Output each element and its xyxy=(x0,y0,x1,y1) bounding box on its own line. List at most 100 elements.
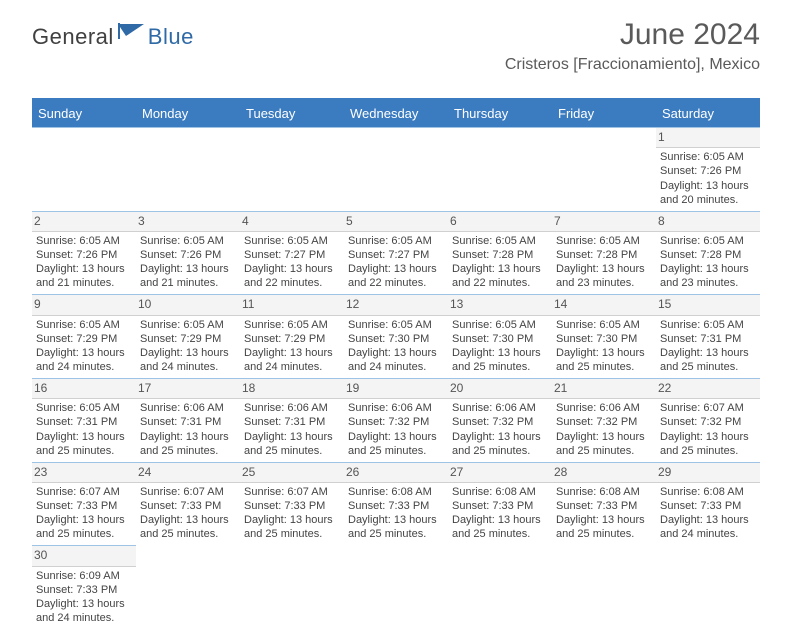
sunset-text: Sunset: 7:31 PM xyxy=(660,332,756,346)
day-number: 2 xyxy=(32,212,136,232)
day-info: Sunrise: 6:05 AMSunset: 7:26 PMDaylight:… xyxy=(660,150,756,206)
day-cell: 29Sunrise: 6:08 AMSunset: 7:33 PMDayligh… xyxy=(656,462,760,546)
day-info: Sunrise: 6:06 AMSunset: 7:32 PMDaylight:… xyxy=(452,401,548,457)
sunset-text: Sunset: 7:29 PM xyxy=(36,332,132,346)
sunrise-text: Sunrise: 6:05 AM xyxy=(660,234,756,248)
day-cell: 9Sunrise: 6:05 AMSunset: 7:29 PMDaylight… xyxy=(32,294,136,378)
daylight-text: Daylight: 13 hours and 24 minutes. xyxy=(660,513,756,541)
daylight-text: Daylight: 13 hours and 25 minutes. xyxy=(556,430,652,458)
day-number: 16 xyxy=(32,379,136,399)
sunrise-text: Sunrise: 6:05 AM xyxy=(452,318,548,332)
daylight-text: Daylight: 13 hours and 23 minutes. xyxy=(660,262,756,290)
brand-flag-icon xyxy=(116,22,146,50)
sunrise-text: Sunrise: 6:05 AM xyxy=(140,234,236,248)
empty-cell xyxy=(136,127,240,211)
daylight-text: Daylight: 13 hours and 21 minutes. xyxy=(36,262,132,290)
daylight-text: Daylight: 13 hours and 25 minutes. xyxy=(140,430,236,458)
sunset-text: Sunset: 7:32 PM xyxy=(556,415,652,429)
sunrise-text: Sunrise: 6:06 AM xyxy=(244,401,340,415)
day-number: 8 xyxy=(656,212,760,232)
day-cell: 24Sunrise: 6:07 AMSunset: 7:33 PMDayligh… xyxy=(136,462,240,546)
day-number: 3 xyxy=(136,212,240,232)
day-number: 19 xyxy=(344,379,448,399)
sunset-text: Sunset: 7:29 PM xyxy=(244,332,340,346)
sunrise-text: Sunrise: 6:06 AM xyxy=(452,401,548,415)
day-cell: 2 Sunrise: 6:05 AMSunset: 7:26 PMDaylight… xyxy=(32,211,136,295)
day-number: 23 xyxy=(32,463,136,483)
daylight-text: Daylight: 13 hours and 25 minutes. xyxy=(452,346,548,374)
sunrise-text: Sunrise: 6:05 AM xyxy=(36,234,132,248)
sunset-text: Sunset: 7:31 PM xyxy=(244,415,340,429)
day-cell: 6Sunrise: 6:05 AMSunset: 7:28 PMDaylight… xyxy=(448,211,552,295)
day-number: 24 xyxy=(136,463,240,483)
sunrise-text: Sunrise: 6:09 AM xyxy=(36,569,132,583)
daylight-text: Daylight: 13 hours and 24 minutes. xyxy=(140,346,236,374)
day-cell: 25Sunrise: 6:07 AMSunset: 7:33 PMDayligh… xyxy=(240,462,344,546)
day-number: 9 xyxy=(32,295,136,315)
day-info: Sunrise: 6:07 AMSunset: 7:32 PMDaylight:… xyxy=(660,401,756,457)
sunset-text: Sunset: 7:26 PM xyxy=(36,248,132,262)
day-number: 4 xyxy=(240,212,344,232)
sunset-text: Sunset: 7:30 PM xyxy=(452,332,548,346)
day-info: Sunrise: 6:09 AMSunset: 7:33 PMDaylight:… xyxy=(36,569,132,625)
page: General Blue June 2024 Cristeros [Fracci… xyxy=(32,22,760,629)
day-cell: 18Sunrise: 6:06 AMSunset: 7:31 PMDayligh… xyxy=(240,378,344,462)
sunset-text: Sunset: 7:33 PM xyxy=(36,499,132,513)
day-info: Sunrise: 6:05 AMSunset: 7:29 PMDaylight:… xyxy=(244,318,340,374)
day-number: 12 xyxy=(344,295,448,315)
sunset-text: Sunset: 7:33 PM xyxy=(556,499,652,513)
empty-cell xyxy=(32,127,136,211)
day-number: 11 xyxy=(240,295,344,315)
day-number: 29 xyxy=(656,463,760,483)
day-info: Sunrise: 6:07 AMSunset: 7:33 PMDaylight:… xyxy=(244,485,340,541)
daylight-text: Daylight: 13 hours and 25 minutes. xyxy=(348,513,444,541)
sunrise-text: Sunrise: 6:05 AM xyxy=(660,318,756,332)
sunset-text: Sunset: 7:33 PM xyxy=(140,499,236,513)
day-number: 27 xyxy=(448,463,552,483)
sunrise-text: Sunrise: 6:05 AM xyxy=(660,150,756,164)
sunrise-text: Sunrise: 6:05 AM xyxy=(452,234,548,248)
sunset-text: Sunset: 7:32 PM xyxy=(348,415,444,429)
weekday-header: Friday xyxy=(552,100,656,127)
day-info: Sunrise: 6:05 AMSunset: 7:27 PMDaylight:… xyxy=(348,234,444,290)
day-info: Sunrise: 6:05 AMSunset: 7:28 PMDaylight:… xyxy=(556,234,652,290)
empty-cell xyxy=(240,127,344,211)
day-number: 28 xyxy=(552,463,656,483)
day-cell: 1Sunrise: 6:05 AMSunset: 7:26 PMDaylight… xyxy=(656,127,760,211)
day-cell: 16Sunrise: 6:05 AMSunset: 7:31 PMDayligh… xyxy=(32,378,136,462)
day-cell: 4Sunrise: 6:05 AMSunset: 7:27 PMDaylight… xyxy=(240,211,344,295)
daylight-text: Daylight: 13 hours and 22 minutes. xyxy=(244,262,340,290)
day-info: Sunrise: 6:05 AMSunset: 7:28 PMDaylight:… xyxy=(660,234,756,290)
daylight-text: Daylight: 13 hours and 22 minutes. xyxy=(348,262,444,290)
sunrise-text: Sunrise: 6:08 AM xyxy=(660,485,756,499)
day-info: Sunrise: 6:05 AMSunset: 7:26 PMDaylight:… xyxy=(140,234,236,290)
day-info: Sunrise: 6:05 AMSunset: 7:31 PMDaylight:… xyxy=(660,318,756,374)
sunset-text: Sunset: 7:30 PM xyxy=(556,332,652,346)
day-info: Sunrise: 6:05 AMSunset: 7:30 PMDaylight:… xyxy=(348,318,444,374)
day-cell: 27Sunrise: 6:08 AMSunset: 7:33 PMDayligh… xyxy=(448,462,552,546)
empty-cell xyxy=(344,127,448,211)
daylight-text: Daylight: 13 hours and 25 minutes. xyxy=(556,346,652,374)
day-number: 6 xyxy=(448,212,552,232)
day-cell: 8Sunrise: 6:05 AMSunset: 7:28 PMDaylight… xyxy=(656,211,760,295)
day-info: Sunrise: 6:05 AMSunset: 7:30 PMDaylight:… xyxy=(556,318,652,374)
weekday-header: Sunday xyxy=(32,100,136,127)
daylight-text: Daylight: 13 hours and 25 minutes. xyxy=(348,430,444,458)
weekday-header-row: SundayMondayTuesdayWednesdayThursdayFrid… xyxy=(32,100,760,127)
day-cell: 30Sunrise: 6:09 AMSunset: 7:33 PMDayligh… xyxy=(32,545,136,629)
day-number: 14 xyxy=(552,295,656,315)
day-info: Sunrise: 6:08 AMSunset: 7:33 PMDaylight:… xyxy=(452,485,548,541)
sunset-text: Sunset: 7:31 PM xyxy=(36,415,132,429)
day-number: 7 xyxy=(552,212,656,232)
daylight-text: Daylight: 13 hours and 25 minutes. xyxy=(556,513,652,541)
sunrise-text: Sunrise: 6:07 AM xyxy=(244,485,340,499)
sunset-text: Sunset: 7:28 PM xyxy=(556,248,652,262)
sunrise-text: Sunrise: 6:05 AM xyxy=(348,318,444,332)
sunrise-text: Sunrise: 6:07 AM xyxy=(660,401,756,415)
day-info: Sunrise: 6:05 AMSunset: 7:29 PMDaylight:… xyxy=(140,318,236,374)
sunset-text: Sunset: 7:27 PM xyxy=(244,248,340,262)
daylight-text: Daylight: 13 hours and 25 minutes. xyxy=(36,430,132,458)
day-cell: 5Sunrise: 6:05 AMSunset: 7:27 PMDaylight… xyxy=(344,211,448,295)
sunrise-text: Sunrise: 6:08 AM xyxy=(348,485,444,499)
sunset-text: Sunset: 7:26 PM xyxy=(140,248,236,262)
